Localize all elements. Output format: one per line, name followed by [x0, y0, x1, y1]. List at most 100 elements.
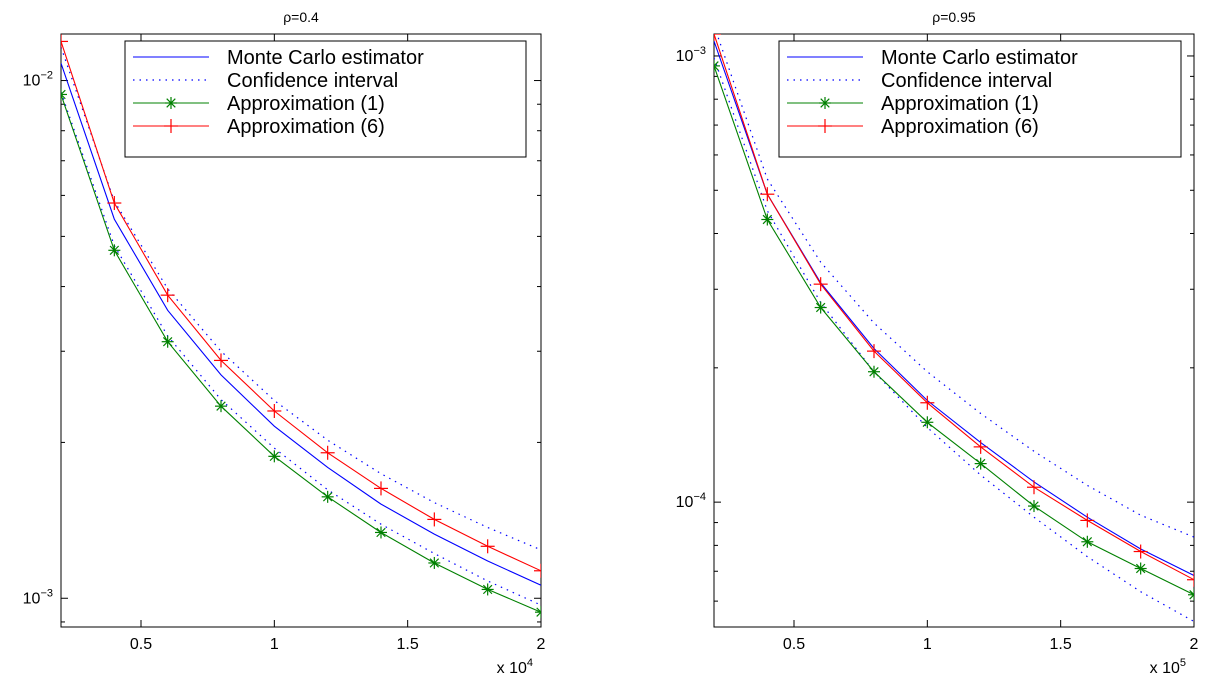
data-point — [1188, 588, 1194, 601]
data-point — [481, 583, 494, 596]
data-point — [161, 335, 174, 348]
data-point-star-d1 — [1189, 590, 1194, 596]
data-point-star-d2 — [109, 245, 120, 256]
data-point — [813, 277, 828, 292]
series-3 — [61, 91, 541, 606]
data-point-star-d2 — [815, 302, 826, 313]
data-point-star-d2 — [216, 401, 226, 411]
data-point-star-d1 — [536, 607, 541, 614]
x-tick-label: 1 — [270, 636, 279, 653]
legend-entry: Monte Carlo estimator — [787, 47, 1078, 69]
series-line — [714, 57, 1194, 623]
data-point — [973, 439, 988, 454]
data-point-star-d1 — [714, 65, 719, 71]
series-line — [61, 63, 541, 586]
data-point-star-d2 — [482, 584, 493, 595]
series-4 — [61, 88, 541, 619]
chart-title: ρ=0.4 — [283, 9, 319, 25]
data-point — [214, 353, 228, 368]
data-point — [61, 34, 68, 49]
data-point — [534, 563, 541, 578]
legend-entry: Approximation (6) — [133, 116, 385, 138]
data-point — [321, 490, 334, 503]
series-line — [61, 94, 541, 613]
y-tick-label: 10−3 — [23, 587, 53, 607]
data-point — [320, 445, 335, 460]
legend-box — [778, 40, 1182, 158]
legend-entry: Approximation (6) — [787, 116, 1039, 138]
series-3 — [714, 57, 1194, 623]
series-line — [714, 34, 1194, 581]
y-tick-label: 10−4 — [676, 491, 706, 511]
data-point — [761, 213, 774, 226]
data-point-star-d2 — [975, 458, 986, 469]
x-tick-label: 2 — [1190, 636, 1199, 653]
data-point — [215, 400, 227, 413]
data-point — [920, 395, 935, 410]
data-point — [374, 481, 388, 496]
legend-label: Confidence interval — [881, 70, 1052, 92]
plot-frame — [713, 33, 1195, 628]
legend-label: Approximation (6) — [227, 116, 385, 138]
data-point-star-d2 — [1029, 501, 1039, 511]
legend-entry: Confidence interval — [133, 70, 398, 92]
data-point-star-d2 — [869, 367, 879, 377]
data-point — [1028, 500, 1040, 513]
x-tick-label: 1.5 — [1050, 636, 1072, 653]
data-point — [1134, 562, 1147, 575]
legend-label: Approximation (6) — [881, 116, 1039, 138]
series-line — [61, 91, 541, 606]
legend-label: Approximation (1) — [227, 93, 385, 115]
data-point — [268, 450, 281, 463]
data-point — [868, 365, 880, 378]
data-point-star-d2 — [820, 98, 830, 108]
data-point — [427, 512, 442, 527]
data-point — [1187, 572, 1194, 587]
x-tick-label: 2 — [537, 636, 546, 653]
chart-title: ρ=0.95 — [932, 9, 976, 25]
legend-entry: Confidence interval — [787, 70, 1052, 92]
data-point-star-d2 — [269, 451, 280, 462]
x-multiplier-label: x 105 — [1150, 657, 1186, 677]
data-point — [480, 539, 495, 554]
series-1 — [61, 63, 541, 586]
data-point-star-d2 — [376, 527, 386, 538]
data-point — [160, 288, 175, 303]
data-point — [974, 457, 987, 470]
data-point — [921, 416, 934, 429]
data-point — [1081, 535, 1094, 548]
chart-panel-2: ρ=0.95 0.5 1 1.5 2 10−4 10−3 x 105 Monte Carlo e… — [676, 9, 1199, 677]
data-point — [760, 187, 775, 202]
data-point — [375, 526, 387, 539]
x-tick-label: 1 — [923, 636, 932, 653]
series-4 — [714, 59, 1194, 601]
legend-label: Monte Carlo estimator — [227, 47, 424, 69]
legend-label: Monte Carlo estimator — [881, 47, 1078, 69]
data-point — [108, 244, 121, 257]
data-point — [1080, 513, 1095, 528]
data-point — [867, 344, 881, 359]
y-tick-label: 10−2 — [23, 70, 53, 90]
data-point-star-d2 — [1082, 537, 1093, 547]
plot-frame — [60, 33, 542, 628]
data-point-star-d2 — [536, 611, 541, 617]
legend-entry: Monte Carlo estimator — [133, 47, 424, 69]
data-point — [1133, 544, 1148, 559]
data-point — [1027, 480, 1041, 495]
series-5 — [61, 34, 541, 578]
y-tick-label: 10−3 — [676, 45, 706, 65]
data-point-star-d2 — [162, 336, 173, 347]
data-point-star-d2 — [1189, 593, 1194, 600]
legend-label: Approximation (1) — [881, 93, 1039, 115]
legend-entry: Approximation (1) — [133, 93, 385, 115]
data-point-star-d2 — [762, 214, 773, 225]
chart-panel-1: ρ=0.4 0.5 1 1.5 2 10−3 10−2 x 104 Monte Carlo es… — [23, 9, 546, 677]
data-point — [267, 403, 282, 418]
series-line — [61, 41, 541, 572]
data-point — [61, 88, 67, 101]
data-point — [714, 59, 720, 72]
data-point — [814, 301, 827, 314]
x-tick-label: 1.5 — [397, 636, 419, 653]
